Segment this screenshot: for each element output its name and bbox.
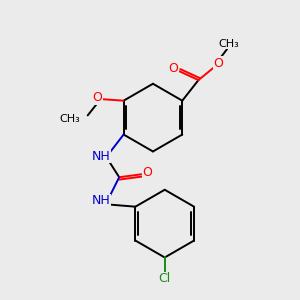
Text: NH: NH — [91, 194, 110, 207]
Text: Cl: Cl — [159, 272, 171, 285]
Text: CH₃: CH₃ — [218, 39, 239, 49]
Text: O: O — [142, 166, 152, 179]
Text: NH: NH — [91, 149, 110, 163]
Text: CH₃: CH₃ — [60, 114, 80, 124]
Text: O: O — [214, 57, 224, 70]
Text: O: O — [92, 91, 102, 104]
Text: O: O — [169, 62, 178, 75]
